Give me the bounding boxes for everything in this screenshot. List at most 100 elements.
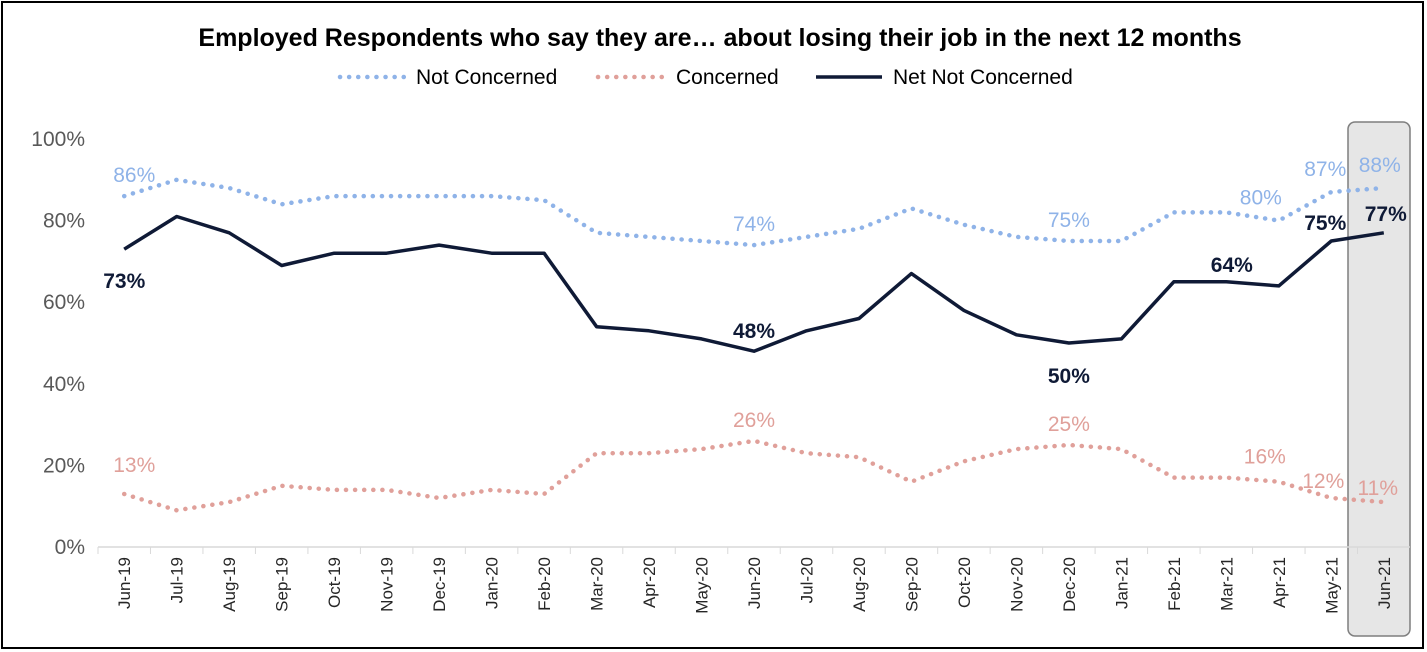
data-point-net-not-concerned (1121, 338, 1122, 339)
data-point-concerned (439, 498, 440, 499)
data-point-concerned (124, 493, 125, 494)
data-point-not-concerned (963, 224, 964, 225)
x-tick-label: Mar-21 (1217, 557, 1236, 611)
data-label-concerned: 25% (1048, 413, 1090, 436)
data-point-net-not-concerned (1226, 281, 1227, 282)
y-tick-label: 20% (43, 454, 85, 477)
data-point-net-not-concerned (649, 330, 650, 331)
data-point-concerned (1016, 449, 1017, 450)
data-point-net-not-concerned (1068, 343, 1069, 344)
data-point-net-not-concerned (439, 245, 440, 246)
data-point-concerned (1173, 477, 1174, 478)
highlight-band (1347, 121, 1411, 637)
y-tick-label: 80% (43, 210, 85, 233)
series-line-net-not-concerned (123, 214, 1385, 353)
x-tick-label: May-20 (693, 557, 712, 614)
x-tick-label: Jun-19 (115, 557, 134, 609)
data-point-net-not-concerned (544, 253, 545, 254)
data-label-net-not-concerned: 75% (1304, 212, 1346, 235)
data-point-net-not-concerned (701, 338, 702, 339)
series-layer (121, 177, 1387, 513)
legend-label-not-concerned: Not Concerned (416, 66, 557, 89)
x-tick-label: Oct-20 (955, 557, 974, 608)
data-point-concerned (963, 461, 964, 462)
data-point-concerned (229, 502, 230, 503)
data-point-concerned (176, 510, 177, 511)
data-label-not-concerned: 88% (1359, 154, 1401, 177)
data-point-concerned (1331, 498, 1332, 499)
data-point-net-not-concerned (911, 273, 912, 274)
data-point-not-concerned (649, 236, 650, 237)
data-point-concerned (491, 489, 492, 490)
data-point-net-not-concerned (281, 265, 282, 266)
data-label-net-not-concerned: 48% (733, 320, 775, 343)
data-point-concerned (334, 489, 335, 490)
data-label-not-concerned: 75% (1048, 209, 1090, 232)
data-point-not-concerned (1331, 192, 1332, 193)
data-point-net-not-concerned (334, 253, 335, 254)
data-point-concerned (1383, 502, 1384, 503)
data-point-net-not-concerned (1331, 241, 1332, 242)
x-tick-label: May-21 (1322, 557, 1341, 614)
data-point-not-concerned (806, 236, 807, 237)
data-point-concerned (649, 453, 650, 454)
data-point-concerned (1278, 481, 1279, 482)
data-point-net-not-concerned (491, 253, 492, 254)
x-tick-label: Jul-20 (797, 557, 816, 603)
data-label-not-concerned: 87% (1304, 158, 1346, 181)
data-point-not-concerned (701, 241, 702, 242)
data-point-not-concerned (491, 196, 492, 197)
data-point-not-concerned (754, 245, 755, 246)
x-tick-label: Feb-20 (535, 557, 554, 611)
data-label-not-concerned: 80% (1240, 187, 1282, 210)
data-point-concerned (911, 481, 912, 482)
legend: Not Concerned Concerned Net Not Concerned (337, 66, 1073, 89)
data-label-concerned: 16% (1244, 446, 1286, 469)
data-point-concerned (281, 485, 282, 486)
data-point-not-concerned (124, 196, 125, 197)
data-point-net-not-concerned (1173, 281, 1174, 282)
y-tick-label: 100% (31, 128, 85, 151)
data-label-concerned: 13% (113, 454, 155, 477)
data-point-concerned (1121, 449, 1122, 450)
x-tick-label: Aug-19 (220, 557, 239, 612)
data-point-net-not-concerned (176, 216, 177, 217)
data-point-not-concerned (1278, 220, 1279, 221)
data-point-not-concerned (544, 200, 545, 201)
x-tick-label: Jan-21 (1112, 557, 1131, 609)
x-tick-label: Mar-20 (588, 557, 607, 611)
data-point-not-concerned (1383, 187, 1384, 188)
data-label-net-not-concerned: 77% (1365, 203, 1407, 226)
data-point-net-not-concerned (858, 318, 859, 319)
x-tick-label: Oct-19 (325, 557, 344, 608)
data-label-net-not-concerned: 64% (1211, 254, 1253, 277)
x-tick-label: Dec-19 (430, 557, 449, 612)
data-point-not-concerned (1173, 212, 1174, 213)
data-point-net-not-concerned (596, 326, 597, 327)
axes: 0% 20% 40% 60% 80% 100% Jun-19 Jul-19 Aug-19 Sep-… (31, 128, 1410, 614)
x-tick-label: Aug-20 (850, 557, 869, 612)
data-label-concerned: 11% (1358, 477, 1398, 500)
data-point-net-not-concerned (1383, 232, 1384, 233)
data-point-not-concerned (911, 208, 912, 209)
data-point-concerned (806, 453, 807, 454)
data-label-concerned: 12% (1302, 470, 1344, 493)
data-point-not-concerned (858, 228, 859, 229)
legend-label-net-not-concerned: Net Not Concerned (893, 66, 1073, 89)
data-label-net-not-concerned: 50% (1048, 365, 1090, 388)
data-point-net-not-concerned (963, 310, 964, 311)
data-point-not-concerned (1121, 241, 1122, 242)
data-point-concerned (754, 440, 755, 441)
x-tick-label: Apr-20 (640, 557, 659, 608)
data-point-net-not-concerned (1016, 334, 1017, 335)
x-tick-label: Jun-21 (1375, 557, 1394, 609)
data-point-not-concerned (1068, 241, 1069, 242)
legend-label-concerned: Concerned (676, 66, 779, 89)
data-point-concerned (386, 489, 387, 490)
data-point-not-concerned (334, 196, 335, 197)
x-tick-label: Nov-19 (378, 557, 397, 612)
data-point-concerned (544, 493, 545, 494)
y-tick-label: 40% (43, 373, 85, 396)
